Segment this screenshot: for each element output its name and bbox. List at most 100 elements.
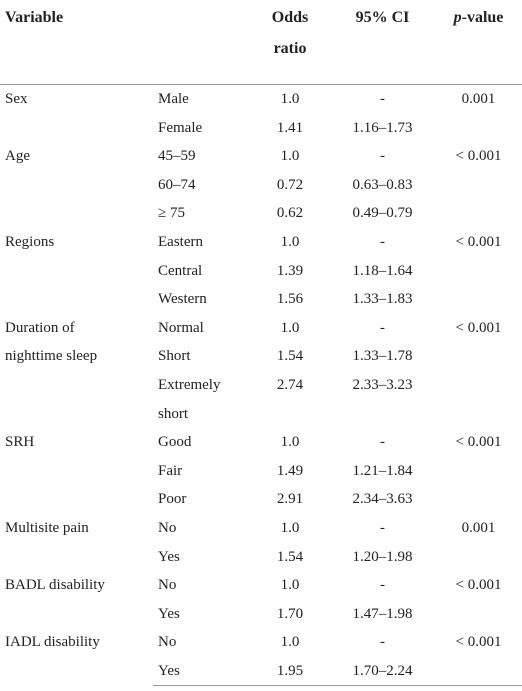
ci-cell: - [380,519,385,536]
ci-cell: 1.16–1.73 [352,119,413,136]
level-cell: Western [158,291,207,308]
odds-cell: 1.95 [250,656,330,687]
p-cell [435,457,522,486]
variable-cell: Multisite pain [5,519,89,536]
odds-cell: 1.56 [276,291,304,308]
odds-cell: 2.91 [276,491,304,508]
level-cell: ≥ 75 [158,205,185,222]
ci-cell: 1.18–1.64 [352,262,413,279]
header-text: Odds ratio [271,9,309,57]
ci-cell: 2.34–3.63 [352,491,413,508]
p-cell [435,543,522,572]
variable-cell: Age [5,148,30,165]
variable-cell: Sex [5,91,28,107]
odds-cell: 1.0 [280,233,300,250]
level-cell: Normal [158,319,204,336]
level-cell: Eastern [158,233,203,250]
ci-cell: - [380,634,385,651]
header-cell: 95% CI [330,0,435,85]
row: Short 1.54 1.33–1.78 [0,342,522,371]
level-cell: 60–74 [158,176,196,193]
level-cell: No [158,519,177,536]
row: Central 1.39 1.18–1.64 [0,257,522,286]
ci-cell: 1.33–1.78 [352,348,413,365]
row: Yes 1.95 1.70–2.24 [0,656,522,687]
odds-cell: 1.0 [280,434,300,451]
odds-cell: 0.62 [276,205,304,222]
header-row: Variable Odds ratio 95% CI p-value [0,0,522,85]
level-cell: Female [158,119,203,136]
odds-cell: 1.70 [276,605,304,622]
variable-cell: IADL disability [5,634,100,651]
p-cell: < 0.001 [455,233,502,250]
odds-cell: 0.72 [276,176,304,193]
header-cell: p-value [435,0,522,85]
row: ≥ 75 0.62 0.49–0.79 [0,199,522,228]
ci-cell: 0.63–0.83 [352,176,413,193]
row: Extremely short 2.74 2.33–3.23 [0,371,522,428]
row: Yes 1.54 1.20–1.98 [0,543,522,572]
odds-cell: 1.0 [280,577,300,594]
p-cell [435,285,522,314]
row: 60–74 0.72 0.63–0.83 [0,171,522,200]
ci-cell: - [380,233,385,250]
ci-cell: 1.20–1.98 [352,548,413,565]
p-cell: < 0.001 [455,634,502,651]
odds-cell: 1.49 [276,462,304,479]
variable-cell: Duration of nighttime sleep [5,319,98,365]
p-cell [435,371,522,428]
table-body: Sex Male 1.0 - 0.001 Female 1.41 1.16–1.73 Age 45… [0,85,522,687]
p-cell: < 0.001 [455,434,502,451]
header-cell: Odds ratio [250,0,330,85]
p-cell [435,199,522,228]
ci-cell: 1.70–2.24 [330,656,435,687]
level-cell: No [158,577,177,594]
level-cell: Fair [158,462,183,479]
ci-cell: 2.33–3.23 [352,376,413,393]
level-cell: Extremely short [158,376,221,422]
odds-cell: 1.54 [276,548,304,565]
row: BADL disability No 1.0 - < 0.001 [0,571,522,600]
ci-cell: - [380,577,385,594]
row: Age 45–59 1.0 - < 0.001 [0,142,522,171]
level-cell: 45–59 [158,148,196,165]
p-cell [435,656,522,687]
row: IADL disability No 1.0 - < 0.001 [0,628,522,657]
p-cell [435,257,522,286]
odds-cell: 1.0 [280,634,300,651]
ci-cell: - [380,434,385,451]
p-cell [435,600,522,629]
header-text: p-value [453,9,504,26]
p-cell [435,114,522,143]
row: SRH Good 1.0 - < 0.001 [0,428,522,457]
p-cell [435,485,522,514]
variable-cell: BADL disability [5,577,105,594]
level-cell: Yes [158,548,180,565]
level-cell: Yes [158,605,180,622]
level-cell: Central [158,262,203,279]
ci-cell: 1.47–1.98 [352,605,413,622]
row: Western 1.56 1.33–1.83 [0,285,522,314]
ci-cell: 0.49–0.79 [352,205,413,222]
odds-cell: 1.0 [280,148,300,165]
odds-cell: 1.0 [280,519,300,536]
ci-cell: - [380,91,385,107]
level-cell: Yes [153,656,250,687]
odds-cell: 2.74 [276,376,304,393]
p-cell: 0.001 [461,519,496,536]
p-cell: < 0.001 [455,148,502,165]
ci-cell: 1.33–1.83 [352,291,413,308]
header-cell: Variable [0,0,153,85]
odds-cell: 1.41 [276,119,304,136]
variable-cell: SRH [5,434,35,451]
p-cell [435,171,522,200]
odds-cell: 1.39 [276,262,304,279]
level-cell: Poor [158,491,187,508]
row: Poor 2.91 2.34–3.63 [0,485,522,514]
header-cell [153,0,250,85]
odds-cell: 1.0 [280,91,300,107]
level-cell: Short [158,348,191,365]
p-cell: < 0.001 [455,319,502,336]
